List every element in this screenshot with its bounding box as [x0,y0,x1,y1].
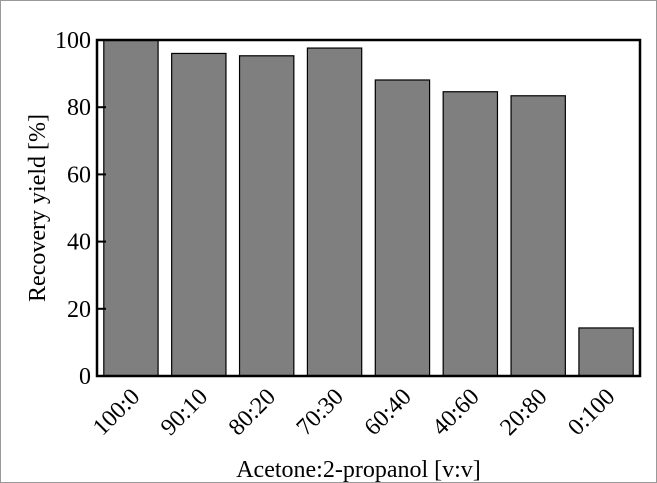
x-axis-ticks: 100:0 90:10 80:20 70:30 60:40 40:60 20:80 0:100 [88,384,620,441]
plot-frame [95,38,642,378]
y-axis-title: Recovery yield [%] [25,114,51,302]
bar-100-0 [103,39,159,377]
x-tick-label: 80:20 [224,384,281,441]
y-tick-label: 40 [67,230,91,256]
y-tick-label: 0 [79,364,91,390]
x-tick-label: 60:40 [360,384,417,441]
bar-60-40 [374,79,431,377]
bar-40-60 [442,91,499,377]
x-tick-label: 90:10 [156,384,213,441]
x-tick-label: 0:100 [563,384,620,441]
x-tick-label: 70:30 [292,384,349,441]
bars-group [103,39,634,377]
bar-90-10 [171,52,227,377]
x-axis-title: Acetone:2-propanol [v:v] [236,457,481,483]
x-tick-label: 20:80 [495,384,552,441]
y-axis-ticks: 0 20 40 60 80 100 [55,28,106,390]
y-tick-label: 60 [67,162,91,188]
bar-80-20 [238,55,295,377]
y-tick-label: 80 [67,95,91,121]
x-tick-label: 40:60 [428,384,485,441]
y-tick-label: 100 [55,28,91,54]
y-tick-label: 20 [67,297,91,323]
bar-20-80 [510,95,566,377]
bar-0-100 [578,327,634,377]
bar-70-30 [306,47,363,377]
x-tick-label: 100:0 [88,384,145,441]
